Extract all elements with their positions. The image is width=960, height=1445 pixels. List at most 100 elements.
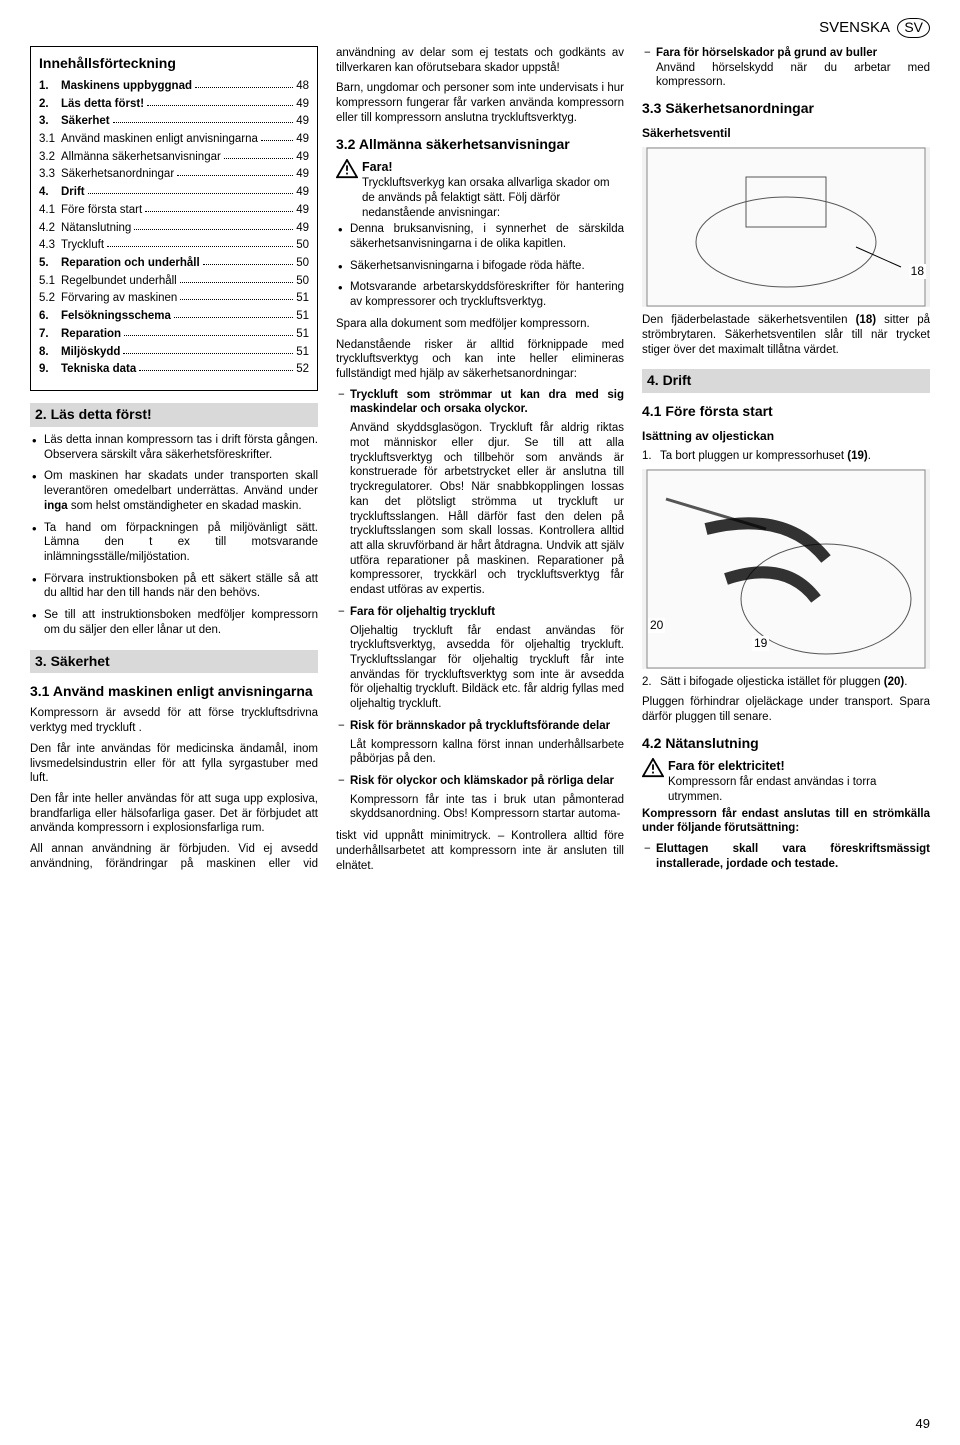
toc-dots <box>224 150 293 159</box>
figure-oilstick: 20 19 <box>642 469 930 669</box>
toc-txt: Felsökningsschema <box>61 309 171 324</box>
oilstick-title: Isättning av oljestickan <box>642 429 930 444</box>
toc-dots <box>180 291 293 300</box>
toc-dots <box>88 185 294 194</box>
dash-item: Fara för oljehaltig tryckluftOljehaltig … <box>336 605 624 712</box>
p-3.1-5: Barn, ungdomar och personer som inte und… <box>336 81 624 125</box>
warn-text: Kompressorn får endast användas i torra … <box>668 776 876 803</box>
toc-num: 3.3 <box>39 167 61 182</box>
toc-num: 9. <box>39 362 61 377</box>
list-item: Förvara instruktionsboken på ett säkert … <box>30 572 318 601</box>
toc-txt: Regelbundet underhåll <box>61 274 177 289</box>
toc-row: 9.Tekniska data 52 <box>39 362 309 377</box>
toc-txt: Allmänna säkerhetsanvisningar <box>61 150 221 165</box>
section-3-head: 3. Säkerhet <box>30 650 318 674</box>
placeholder-illustration-icon <box>642 469 930 669</box>
toc-txt: Läs detta först! <box>61 97 144 112</box>
toc-dots <box>139 362 293 371</box>
toc-num: 1. <box>39 79 61 94</box>
warning-electricity: Fara för elektricitet! Kompressorn får e… <box>642 758 930 804</box>
section-4-head: 4. Drift <box>642 369 930 393</box>
toc-txt: Miljöskydd <box>61 345 120 360</box>
toc-txt: Säkerhetsanordningar <box>61 167 174 182</box>
list-item: Om maskinen har skadats under transporte… <box>30 469 318 513</box>
list-item: Denna bruksanvisning, i synnerhet de sär… <box>336 222 624 251</box>
section-2-head: 2. Läs detta först! <box>30 403 318 427</box>
section-3.2-dashlist: Tryckluft som strömmar ut kan dra med si… <box>336 388 624 822</box>
toc-page: 50 <box>296 256 309 271</box>
toc-txt: Tryckluft <box>61 238 104 253</box>
toc-num: 5. <box>39 256 61 271</box>
warn-label: Fara för elektricitet! <box>668 759 785 773</box>
list-item: Motsvarande arbetarskyddsföre­skrifter f… <box>336 280 624 309</box>
toc-num: 4.2 <box>39 221 61 236</box>
section-3.3-head: 3.3 Säkerhetsanordningar <box>642 100 930 118</box>
toc-page: 50 <box>296 274 309 289</box>
toc-dots <box>124 327 293 336</box>
toc-txt: Reparation och underhåll <box>61 256 200 271</box>
section-2-list: Läs detta innan kompressorn tas i drift … <box>30 433 318 638</box>
toc-num: 6. <box>39 309 61 324</box>
list-item: Säkerhetsanvisningarna i bifogade röda h… <box>336 259 624 274</box>
toc-dots <box>113 114 294 123</box>
toc-txt: Tekniska data <box>61 362 136 377</box>
p-3.2-b: Nedanstående risker är alltid förknip­pa… <box>336 338 624 382</box>
toc-row: 3.3Säkerhetsanordningar 49 <box>39 167 309 182</box>
p-3.1-2: Den får inte användas för medicinska änd… <box>30 742 318 786</box>
toc-num: 5.1 <box>39 274 61 289</box>
toc-num: 4.1 <box>39 203 61 218</box>
toc-row: 3.Säkerhet49 <box>39 114 309 129</box>
toc-page: 49 <box>296 150 309 165</box>
p-3.2-cont: tiskt vid uppnått minimitryck. – Kon­tro… <box>336 829 624 873</box>
steps-4.1: Ta bort pluggen ur kompressorhu­set (19)… <box>642 449 930 464</box>
toc-row: 5.1Regelbundet underhåll 50 <box>39 274 309 289</box>
toc-page: 52 <box>296 362 309 377</box>
dash-item: Risk för brännskador på tryck­luftsföran… <box>336 719 624 767</box>
toc-page: 48 <box>296 79 309 94</box>
toc-row: 1.Maskinens uppbyggnad48 <box>39 79 309 94</box>
toc-txt: Använd maskinen enligt anvisningarna <box>61 132 258 147</box>
list-item: Läs detta innan kompressorn tas i drift … <box>30 433 318 462</box>
toc-row: 4.2Nätanslutning49 <box>39 221 309 236</box>
toc-dots <box>147 97 293 106</box>
warning-triangle-icon <box>642 758 664 778</box>
dash-item: Fara för hörselskador på grund av buller… <box>642 46 930 90</box>
figure-safety-valve: 18 <box>642 147 930 307</box>
toc-page: 51 <box>296 327 309 342</box>
toc-row: 4.1Före första start 49 <box>39 203 309 218</box>
toc-title: Innehållsförteckning <box>39 55 309 73</box>
toc-txt: Förvaring av maskinen <box>61 291 177 306</box>
toc-page: 49 <box>296 132 309 147</box>
dash-body: Använd hörselskydd när du arbetar med ko… <box>656 62 930 89</box>
valve-caption: Den fjäderbelastade säkerhetsventilen (1… <box>642 313 930 357</box>
toc-page: 49 <box>296 167 309 182</box>
callout-18: 18 <box>909 264 926 279</box>
toc-page: 49 <box>296 185 309 200</box>
step-1: Ta bort pluggen ur kompressorhu­set (19)… <box>642 449 930 464</box>
toc-dots <box>195 79 293 88</box>
dash-item: Tryckluft som strömmar ut kan dra med si… <box>336 388 624 598</box>
toc-txt: Säkerhet <box>61 114 110 129</box>
toc-txt: Före första start <box>61 203 142 218</box>
section-4.2-dashlist: Eluttagen skall vara föreskrifts­mässigt… <box>642 842 930 871</box>
section-3.2-bullets: Denna bruksanvisning, i synnerhet de sär… <box>336 222 624 310</box>
toc-row: 5.2Förvaring av maskinen51 <box>39 291 309 306</box>
section-4.1-head: 4.1 Före första start <box>642 403 930 421</box>
toc-num: 8. <box>39 345 61 360</box>
toc-txt: Drift <box>61 185 85 200</box>
toc-dots <box>261 132 293 141</box>
warning-danger: Fara! Tryckluftsverkyg kan orsaka all­va… <box>336 159 624 220</box>
section-3.1-head: 3.1 Använd maskinen enligt anvisningarna <box>30 683 318 701</box>
list-item: Ta hand om förpackningen på miljö­vänlig… <box>30 521 318 565</box>
toc-row: 4.3Tryckluft50 <box>39 238 309 253</box>
section-3.2-head: 3.2 Allmänna säkerhetsan­visningar <box>336 136 624 154</box>
section-4.2-head: 4.2 Nätanslutning <box>642 735 930 753</box>
toc-num: 5.2 <box>39 291 61 306</box>
page-header: SVENSKA SV <box>30 18 930 38</box>
toc-num: 3. <box>39 114 61 129</box>
toc-row: 3.2Allmänna säkerhetsanvisningar49 <box>39 150 309 165</box>
toc-dots <box>177 167 293 176</box>
p-3.1-3: Den får inte heller användas för att sug… <box>30 792 318 836</box>
toc-num: 3.1 <box>39 132 61 147</box>
toc-page: 49 <box>296 203 309 218</box>
